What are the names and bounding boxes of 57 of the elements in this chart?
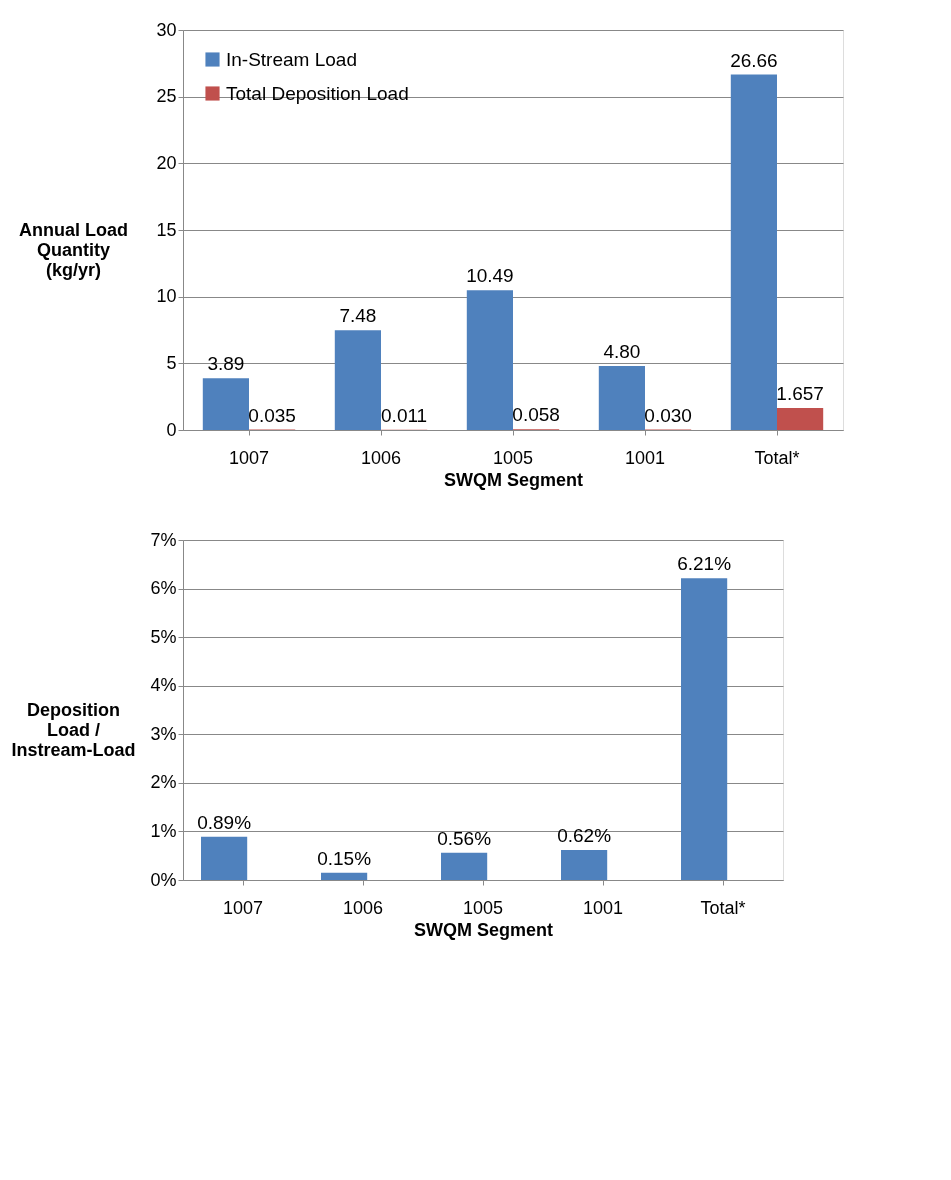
bar xyxy=(441,852,488,880)
data-label: 3.89 xyxy=(207,353,245,375)
x-tick-label: 1006 xyxy=(342,897,384,918)
y-tick-label: 0 xyxy=(166,419,177,440)
bar xyxy=(466,290,513,430)
x-tick-label: 1001 xyxy=(624,447,666,468)
data-label: 0.62% xyxy=(557,824,612,846)
bar xyxy=(321,872,368,880)
y-tick-label: 1% xyxy=(150,820,177,841)
x-tick-label: 1005 xyxy=(462,897,504,918)
y-tick-label: 25 xyxy=(156,86,177,107)
data-label: 7.48 xyxy=(339,305,377,327)
data-label: 1.657 xyxy=(776,382,824,404)
x-axis-title: SWQM Segment xyxy=(413,919,554,940)
data-label: 0.058 xyxy=(512,404,560,426)
y-tick-label: 10 xyxy=(156,286,177,307)
bar xyxy=(598,366,645,430)
y-tick-label: 30 xyxy=(156,19,177,40)
y-tick-label: 0% xyxy=(150,869,177,890)
data-label: 0.035 xyxy=(248,404,296,426)
x-tick-label: 1005 xyxy=(492,447,534,468)
bar xyxy=(202,378,249,430)
y-tick-label: 15 xyxy=(156,219,177,240)
y-axis-title: Deposition Load / Instream-Load xyxy=(11,699,136,760)
y-tick-label: 3% xyxy=(150,723,177,744)
x-axis-title: SWQM Segment xyxy=(443,469,584,490)
legend-label: In-Stream Load xyxy=(226,48,357,70)
bar xyxy=(334,330,381,430)
data-label: 0.030 xyxy=(644,404,692,426)
y-tick-label: 2% xyxy=(150,772,177,793)
bar xyxy=(561,849,608,880)
x-tick-label: Total* xyxy=(700,897,746,918)
y-tick-label: 6% xyxy=(150,578,177,599)
data-label: 0.011 xyxy=(381,404,428,426)
data-label: 4.80 xyxy=(603,341,641,362)
data-label: 0.56% xyxy=(437,827,492,849)
data-label: 6.21% xyxy=(677,553,732,575)
bar xyxy=(201,836,248,880)
y-tick-label: 5 xyxy=(166,352,177,373)
data-label: 26.66 xyxy=(730,49,778,71)
y-tick-label: 7% xyxy=(150,529,177,550)
y-tick-label: 4% xyxy=(150,675,177,696)
data-label: 0.15% xyxy=(317,847,372,869)
y-tick-label: 5% xyxy=(150,626,177,647)
data-label: 0.89% xyxy=(197,811,252,833)
data-label: 10.49 xyxy=(466,265,514,287)
bar xyxy=(730,74,777,430)
x-tick-label: 1006 xyxy=(360,447,402,468)
x-tick-label: 1001 xyxy=(582,897,624,918)
y-axis-title: Annual Load Quantity (kg/yr) xyxy=(19,219,128,280)
bar xyxy=(777,407,824,430)
x-tick-label: Total* xyxy=(754,447,800,468)
x-tick-label: 1007 xyxy=(228,447,270,468)
y-tick-label: 20 xyxy=(156,152,177,173)
bar xyxy=(681,578,728,880)
legend-label: Total Deposition Load xyxy=(226,82,409,104)
x-tick-label: 1007 xyxy=(222,897,264,918)
